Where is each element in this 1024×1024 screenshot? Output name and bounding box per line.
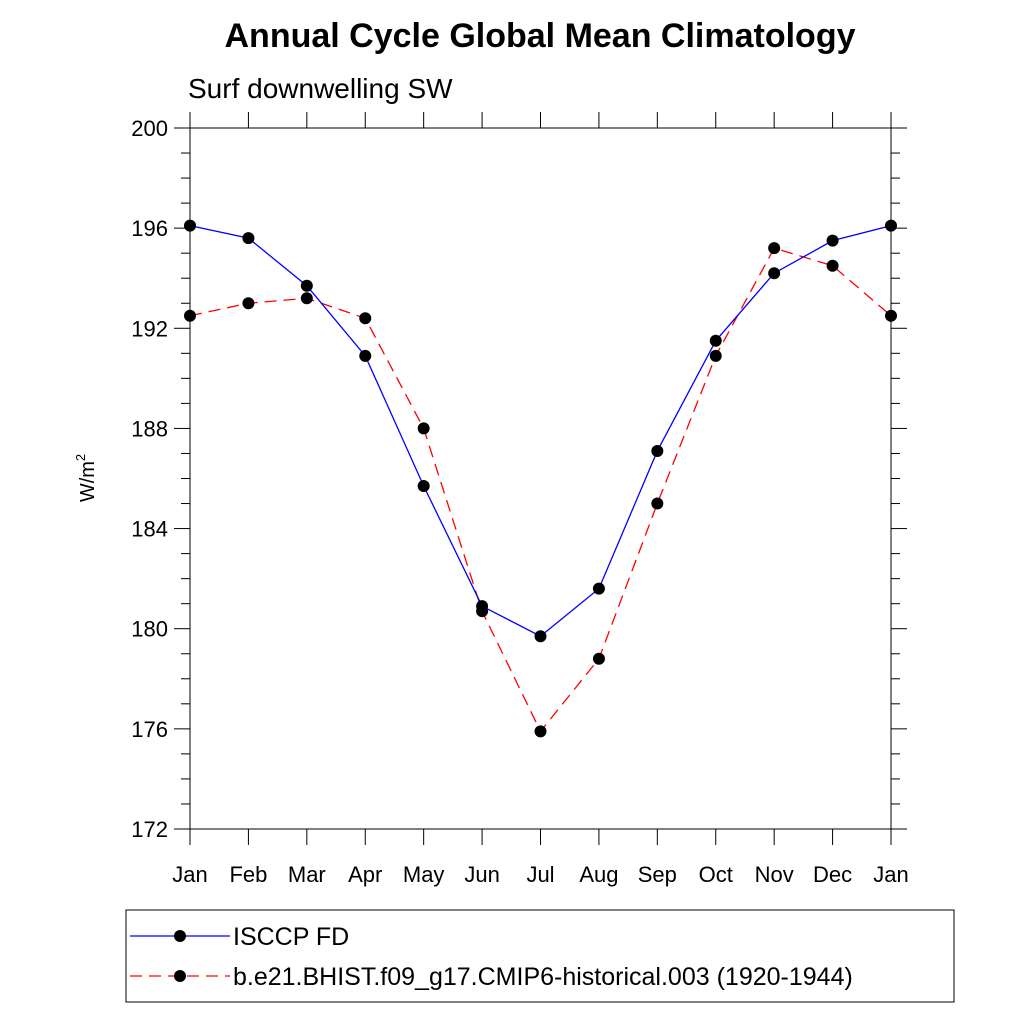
y-tick-label: 196 bbox=[131, 216, 168, 241]
legend-marker bbox=[174, 930, 186, 942]
y-tick-label: 180 bbox=[131, 617, 168, 642]
data-point bbox=[826, 259, 839, 272]
chart-subtitle: Surf downwelling SW bbox=[188, 73, 453, 104]
y-tick-labels: 172 176 180 184 188 192 196 200 bbox=[131, 116, 168, 842]
y-tick-label: 200 bbox=[131, 116, 168, 141]
x-tick-label: Jan bbox=[172, 862, 207, 887]
y-axis-label: W/m2 bbox=[73, 454, 99, 502]
data-point bbox=[768, 267, 781, 280]
data-point bbox=[534, 725, 547, 738]
legend-box bbox=[125, 909, 955, 1003]
legend-label: ISCCP FD bbox=[233, 923, 349, 951]
y-tick-label: 192 bbox=[131, 316, 168, 341]
data-point bbox=[592, 582, 605, 595]
data-point bbox=[651, 497, 664, 510]
data-point bbox=[709, 349, 722, 362]
x-tick-label: Nov bbox=[755, 862, 794, 887]
data-point bbox=[592, 652, 605, 665]
x-tick-label: May bbox=[403, 862, 445, 887]
series-line bbox=[189, 225, 892, 638]
y-tick-label: 184 bbox=[131, 517, 168, 542]
x-tick-label: Apr bbox=[348, 862, 382, 887]
data-point bbox=[359, 312, 372, 325]
data-point bbox=[184, 219, 196, 232]
data-point bbox=[417, 422, 430, 435]
x-tick-label: Mar bbox=[288, 862, 326, 887]
data-point bbox=[300, 292, 313, 305]
data-point bbox=[300, 279, 313, 292]
data-point bbox=[709, 334, 722, 347]
legend-marker bbox=[174, 970, 186, 982]
y-tick-label: 172 bbox=[131, 817, 168, 842]
data-point bbox=[651, 444, 664, 457]
y-axis-label-units: W/m bbox=[77, 461, 99, 502]
y-axis-label-superscript: 2 bbox=[73, 454, 88, 461]
x-tick-label: Jan bbox=[873, 862, 908, 887]
x-tick-label: Sep bbox=[638, 862, 677, 887]
x-tick-label: Dec bbox=[813, 862, 852, 887]
data-point bbox=[359, 349, 372, 362]
plot-frame bbox=[189, 127, 892, 830]
x-tick-labels: Jan Feb Mar Apr May Jun Jul Aug Sep Oct Nov Dec Jan bbox=[172, 862, 908, 887]
axis-ticks bbox=[174, 112, 907, 845]
data-point bbox=[826, 234, 839, 247]
x-tick-label: Jul bbox=[526, 862, 554, 887]
data-point bbox=[184, 309, 196, 322]
y-tick-label: 176 bbox=[131, 717, 168, 742]
series-line bbox=[189, 247, 892, 733]
legend: ISCCP FD b.e21.BHIST.f09_g17.CMIP6-histor… bbox=[130, 923, 853, 991]
y-tick-label: 188 bbox=[131, 416, 168, 441]
data-point bbox=[242, 297, 255, 310]
data-point bbox=[534, 630, 547, 643]
data-point bbox=[476, 600, 489, 613]
data-point bbox=[885, 219, 897, 232]
data-point bbox=[242, 232, 255, 245]
x-tick-label: Oct bbox=[699, 862, 733, 887]
x-tick-label: Jun bbox=[464, 862, 499, 887]
data-point bbox=[768, 242, 781, 255]
series-layer bbox=[184, 219, 897, 738]
x-tick-label: Aug bbox=[579, 862, 618, 887]
data-point bbox=[885, 309, 897, 322]
data-point bbox=[417, 480, 430, 493]
x-tick-label: Feb bbox=[229, 862, 267, 887]
legend-label: b.e21.BHIST.f09_g17.CMIP6-historical.003… bbox=[233, 963, 853, 991]
chart-title: Annual Cycle Global Mean Climatology bbox=[225, 17, 856, 55]
